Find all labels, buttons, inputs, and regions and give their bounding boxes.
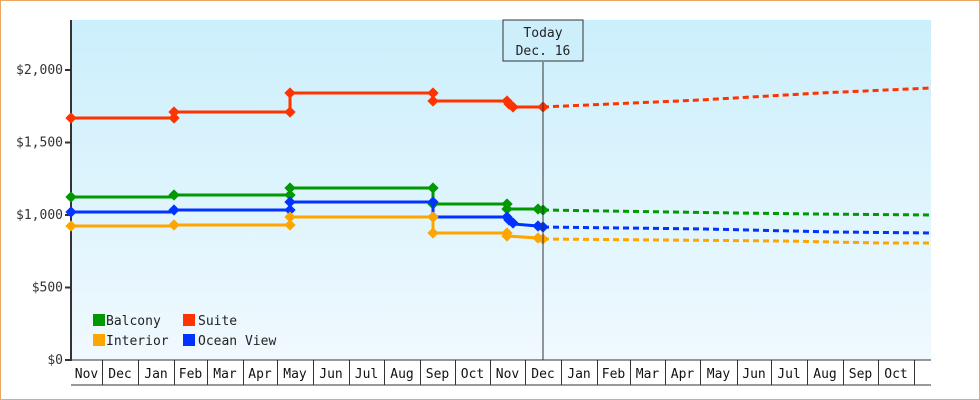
y-tick-label: $0: [47, 353, 63, 368]
x-tick-label: Jun: [319, 367, 342, 382]
today-date: Dec. 16: [516, 44, 571, 59]
interior-data-point[interactable]: [427, 227, 439, 239]
legend-swatch-suite: [183, 314, 195, 326]
legend-label: Ocean View: [198, 334, 276, 349]
x-tick-label: Sep: [426, 367, 450, 382]
x-tick-label: Jun: [742, 367, 765, 382]
x-tick-label: Feb: [602, 367, 626, 382]
legend-label: Balcony: [106, 314, 161, 329]
balcony-data-point[interactable]: [501, 203, 513, 215]
x-tick-label: May: [707, 367, 731, 382]
legend: Balcony Suite Interior Ocean View: [93, 314, 276, 349]
ocean-data-point[interactable]: [284, 196, 296, 208]
x-tick-label: Sep: [849, 367, 873, 382]
x-tick-label: Jul: [777, 367, 800, 382]
legend-label: Suite: [198, 314, 237, 329]
balcony-data-point[interactable]: [284, 189, 296, 201]
x-tick-label: Nov: [75, 367, 99, 382]
legend-item-suite[interactable]: Suite: [183, 314, 237, 329]
balcony-data-point[interactable]: [284, 182, 296, 194]
ocean-data-point[interactable]: [427, 196, 439, 208]
x-tick-label: Apr: [248, 367, 272, 382]
balcony-forecast-line: [542, 208, 932, 217]
balcony-data-point[interactable]: [168, 189, 180, 201]
ocean-data-point[interactable]: [507, 217, 519, 229]
y-tick-label: $2,000: [16, 63, 63, 78]
y-tick-label: $500: [32, 281, 63, 296]
legend-swatch-balcony: [93, 314, 105, 326]
today-marker: Today Dec. 16: [502, 19, 584, 360]
interior-data-point[interactable]: [284, 211, 296, 223]
x-tick-label: May: [283, 367, 307, 382]
x-tick-label: Oct: [884, 367, 907, 382]
x-tick-label: Jan: [567, 367, 590, 382]
x-tick-label: Nov: [496, 367, 520, 382]
interior-data-point[interactable]: [501, 230, 513, 242]
legend-swatch-ocean-view: [183, 334, 195, 346]
x-tick-label: Aug: [390, 367, 413, 382]
suite-forecast-line: [542, 86, 932, 109]
interior-data-point[interactable]: [427, 211, 439, 223]
legend-label: Interior: [106, 334, 169, 349]
plot-area: [71, 20, 931, 360]
x-tick-label: Dec: [108, 367, 131, 382]
legend-item-interior[interactable]: Interior: [93, 334, 169, 349]
legend-item-balcony[interactable]: Balcony: [93, 314, 161, 329]
y-tick-label: $1,000: [16, 208, 63, 223]
interior-data-point[interactable]: [168, 219, 180, 231]
legend-item-ocean-view[interactable]: Ocean View: [183, 334, 276, 349]
ocean-data-point[interactable]: [168, 204, 180, 216]
ocean-forecast-line: [542, 225, 932, 235]
x-tick-label: Jul: [355, 367, 378, 382]
x-tick-label: Jan: [144, 367, 167, 382]
x-tick-label: Aug: [813, 367, 836, 382]
ocean-data-point[interactable]: [284, 204, 296, 216]
x-tick-label: Feb: [179, 367, 203, 382]
x-tick-label: Oct: [461, 367, 484, 382]
x-tick-label: Dec: [531, 367, 554, 382]
y-axis: $0 $500 $1,000 $1,500 $2,000: [16, 20, 72, 368]
legend-swatch-interior: [93, 334, 105, 346]
today-label: Today: [523, 26, 562, 41]
x-axis: Nov Dec Jan Feb Mar Apr May Jun Jul Aug Sep Oct Nov D…: [71, 359, 931, 386]
y-tick-label: $1,500: [16, 136, 63, 151]
balcony-data-point[interactable]: [427, 182, 439, 194]
x-tick-label: Mar: [636, 367, 660, 382]
interior-data-point[interactable]: [284, 219, 296, 231]
interior-forecast-line: [542, 237, 931, 245]
x-tick-label: Mar: [213, 367, 237, 382]
x-tick-label: Apr: [671, 367, 695, 382]
